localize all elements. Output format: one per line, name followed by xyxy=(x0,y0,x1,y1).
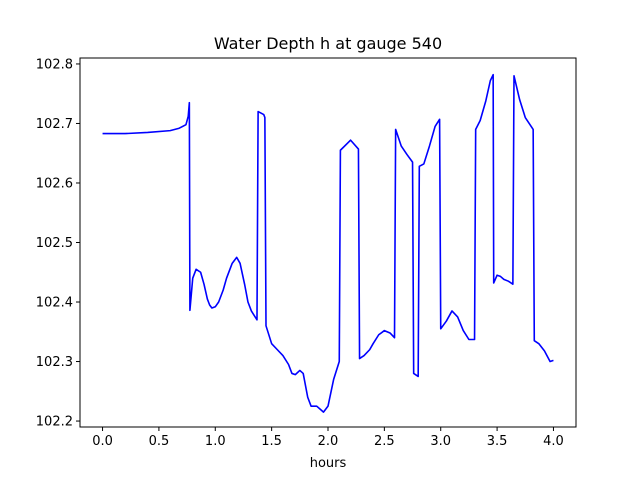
x-tick-label: 1.5 xyxy=(261,434,282,449)
y-tick-label: 102.4 xyxy=(36,296,73,311)
y-tick-label: 102.2 xyxy=(36,415,73,430)
x-tick-label: 0.5 xyxy=(149,434,170,449)
x-axis-label: hours xyxy=(310,456,347,471)
x-tick-label: 2.5 xyxy=(374,434,395,449)
y-tick-label: 102.5 xyxy=(36,236,73,251)
x-tick-label: 3.5 xyxy=(487,434,508,449)
y-tick-label: 102.7 xyxy=(36,117,73,132)
x-tick-label: 0.0 xyxy=(92,434,113,449)
y-tick-label: 102.8 xyxy=(36,57,73,72)
series-line-0 xyxy=(102,73,554,413)
plot-frame xyxy=(79,57,577,428)
x-tick-label: 1.0 xyxy=(205,434,226,449)
plot-area xyxy=(80,58,576,427)
chart-title: Water Depth h at gauge 540 xyxy=(214,34,442,53)
x-axis: 0.0 0.5 1.0 1.5 2.0 2.5 3.0 3.5 4.0 xyxy=(92,427,564,449)
y-axis: 102.2 102.3 102.4 102.5 102.6 102.7 102.8 xyxy=(36,57,80,430)
x-tick-label: 3.0 xyxy=(430,434,451,449)
y-tick-label: 102.3 xyxy=(36,355,73,370)
x-tick-label: 2.0 xyxy=(318,434,339,449)
y-tick-label: 102.6 xyxy=(36,176,73,191)
x-tick-label: 4.0 xyxy=(543,434,564,449)
series-layer xyxy=(102,73,554,413)
